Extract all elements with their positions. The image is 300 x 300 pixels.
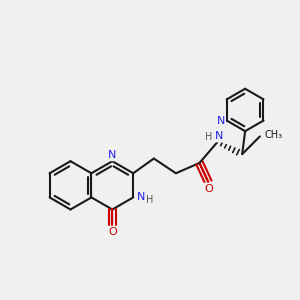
Text: CH₃: CH₃	[264, 130, 282, 140]
Text: N: N	[108, 150, 116, 160]
Text: N: N	[214, 131, 223, 142]
Text: N: N	[136, 192, 145, 203]
Text: N: N	[217, 116, 225, 126]
Text: O: O	[108, 226, 117, 237]
Text: H: H	[146, 195, 153, 205]
Text: O: O	[204, 184, 213, 194]
Text: H: H	[205, 132, 213, 142]
